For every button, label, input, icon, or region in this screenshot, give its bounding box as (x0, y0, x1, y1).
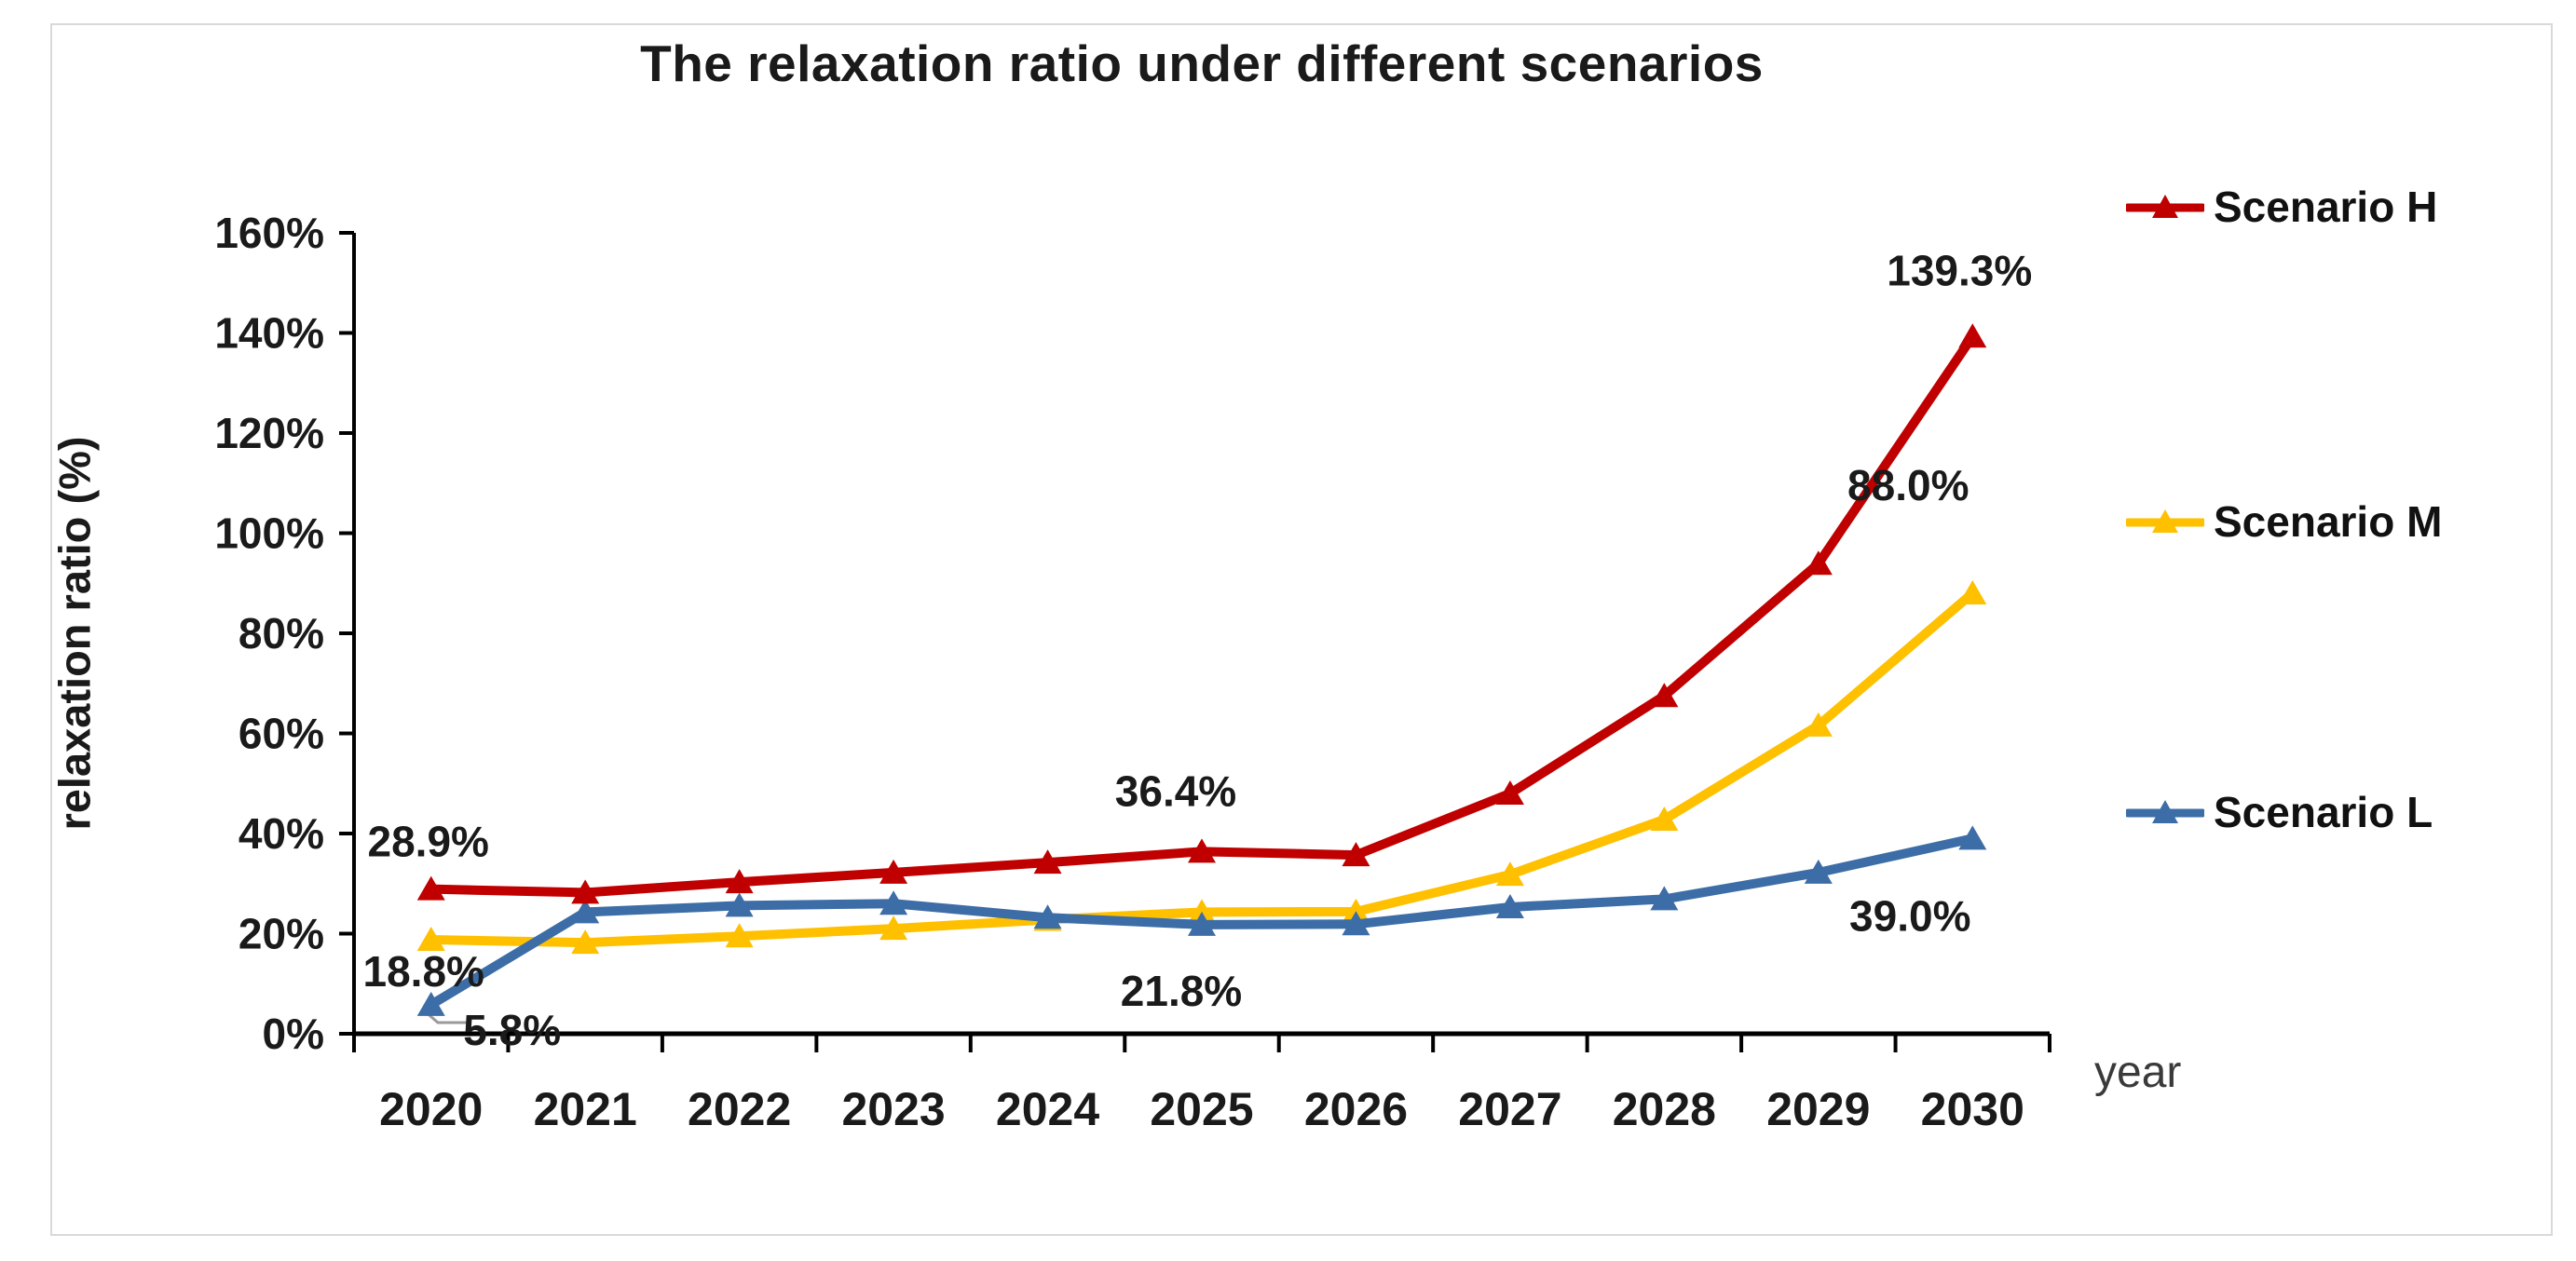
point-marker-scenario-l-2020 (416, 991, 445, 1016)
y-tick-label: 160% (214, 209, 324, 257)
point-marker-scenario-m-2025 (1188, 899, 1216, 924)
x-axis-unit-label: year (2094, 1048, 2182, 1097)
point-marker-scenario-m-2027 (1495, 861, 1524, 887)
data-label: 88.0% (1847, 461, 1969, 509)
point-marker-scenario-h-2025 (1188, 838, 1216, 863)
legend-item-scenario-l[interactable]: Scenario L (2126, 787, 2433, 837)
point-marker-scenario-l-2028 (1650, 886, 1679, 911)
point-marker-scenario-h-2023 (879, 859, 908, 884)
x-tick-label: 2027 (1458, 1083, 1561, 1135)
point-marker-scenario-l-2022 (725, 892, 754, 917)
point-marker-scenario-m-2029 (1804, 712, 1833, 737)
legend-item-scenario-h[interactable]: Scenario H (2126, 182, 2437, 232)
legend-marker-icon (2126, 195, 2204, 218)
x-tick-label: 2024 (996, 1083, 1099, 1135)
x-tick-label: 2023 (841, 1083, 945, 1135)
point-marker-scenario-l-2027 (1495, 894, 1524, 919)
y-tick-label: 140% (214, 309, 324, 358)
point-marker-scenario-l-2023 (879, 890, 908, 915)
y-tick-label: 120% (214, 409, 324, 457)
x-tick-label: 2030 (1921, 1083, 2024, 1135)
point-marker-scenario-l-2029 (1804, 859, 1833, 884)
y-tick-label: 20% (239, 910, 324, 958)
data-label: 21.8% (1121, 967, 1242, 1015)
x-tick-label: 2025 (1150, 1083, 1253, 1135)
point-marker-scenario-m-2028 (1650, 806, 1679, 831)
chart-title: The relaxation ratio under different sce… (640, 34, 1764, 92)
point-marker-scenario-m-2030 (1958, 580, 1987, 604)
point-marker-scenario-h-2020 (416, 875, 445, 901)
data-label: 18.8% (363, 947, 484, 996)
x-tick-label: 2022 (688, 1083, 791, 1135)
data-label: 5.8% (463, 1006, 561, 1054)
point-marker-scenario-h-2024 (1033, 849, 1062, 875)
point-marker-scenario-h-2030 (1958, 323, 1987, 348)
point-marker-scenario-l-2021 (571, 899, 600, 924)
x-tick-label: 2021 (534, 1083, 637, 1135)
point-marker-scenario-h-2029 (1804, 550, 1833, 576)
point-marker-scenario-h-2026 (1342, 842, 1370, 867)
y-tick-label: 0% (263, 1010, 324, 1058)
legend-label: Scenario H (2214, 183, 2438, 231)
point-marker-scenario-l-2026 (1342, 911, 1370, 936)
y-tick-label: 40% (239, 809, 324, 858)
point-marker-scenario-h-2027 (1495, 780, 1524, 805)
point-marker-scenario-l-2025 (1188, 911, 1216, 936)
point-marker-scenario-l-2030 (1958, 825, 1987, 850)
point-marker-scenario-h-2021 (571, 879, 600, 904)
point-marker-scenario-m-2026 (1342, 898, 1370, 923)
point-marker-scenario-m-2023 (879, 915, 908, 941)
x-tick-label: 2020 (379, 1083, 483, 1135)
data-label: 36.4% (1115, 766, 1236, 815)
point-marker-scenario-m-2021 (571, 929, 600, 955)
x-tick-label: 2029 (1766, 1083, 1870, 1135)
point-marker-scenario-h-2022 (725, 869, 754, 894)
x-tick-label: 2026 (1304, 1083, 1408, 1135)
data-label: 39.0% (1849, 891, 1970, 940)
point-marker-scenario-m-2022 (725, 923, 754, 948)
point-marker-scenario-l-2024 (1033, 904, 1062, 929)
legend-marker-icon (2126, 800, 2204, 823)
legend-item-scenario-m[interactable]: Scenario M (2126, 496, 2442, 547)
y-tick-label: 80% (239, 609, 324, 658)
data-label: 28.9% (368, 818, 489, 866)
point-marker-scenario-m-2020 (416, 926, 445, 951)
legend-label: Scenario L (2214, 788, 2433, 836)
point-marker-scenario-h-2028 (1650, 683, 1679, 708)
data-label: 139.3% (1887, 246, 2032, 294)
y-tick-label: 60% (239, 710, 324, 758)
legend-label: Scenario M (2214, 497, 2443, 546)
x-tick-label: 2028 (1613, 1083, 1716, 1135)
legend-marker-icon (2126, 509, 2204, 533)
y-tick-label: 100% (214, 509, 324, 558)
